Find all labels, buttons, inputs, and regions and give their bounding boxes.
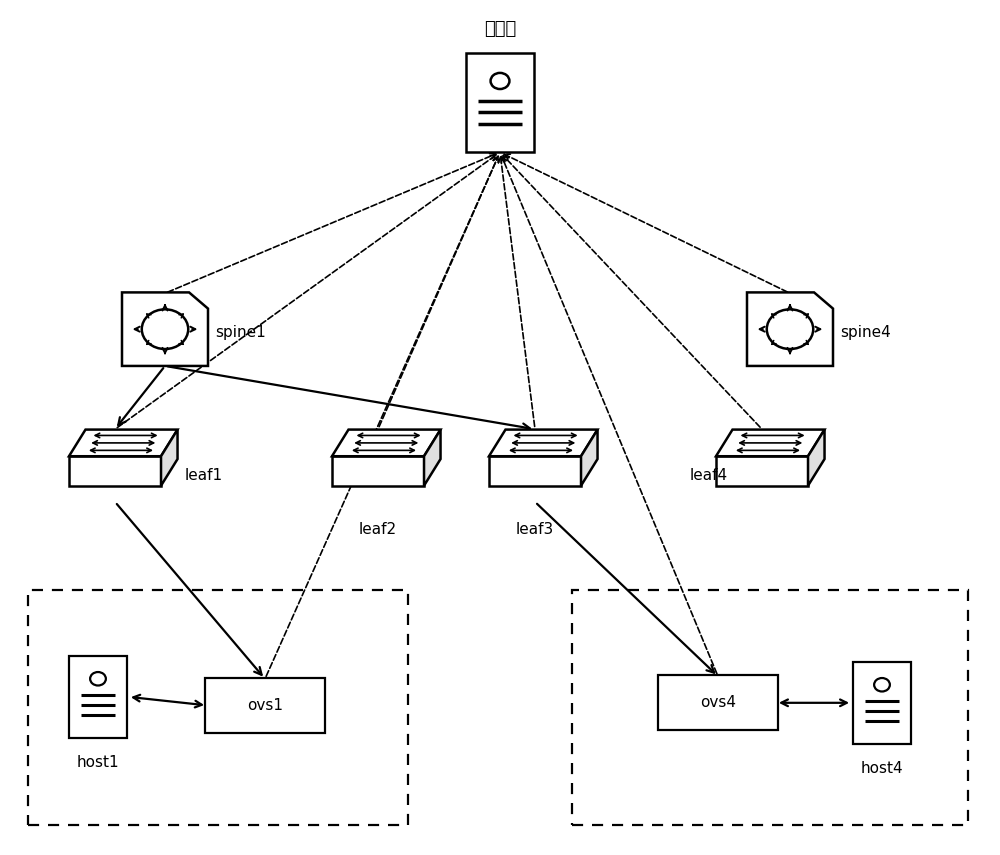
Bar xyxy=(69,457,161,486)
Text: leaf2: leaf2 xyxy=(359,522,397,537)
Bar xyxy=(69,656,127,738)
Bar xyxy=(716,457,808,486)
Bar xyxy=(466,53,534,152)
Polygon shape xyxy=(161,429,178,486)
Bar xyxy=(489,457,581,486)
Polygon shape xyxy=(69,429,178,457)
Text: host1: host1 xyxy=(77,755,119,770)
Polygon shape xyxy=(716,429,825,457)
Polygon shape xyxy=(581,429,598,486)
Bar xyxy=(572,590,968,825)
Bar xyxy=(205,678,325,733)
Text: leaf4: leaf4 xyxy=(690,468,728,483)
Text: spine1: spine1 xyxy=(215,325,266,340)
Text: ovs1: ovs1 xyxy=(247,698,283,713)
Polygon shape xyxy=(747,292,833,366)
Text: ovs4: ovs4 xyxy=(700,695,736,711)
Polygon shape xyxy=(489,429,598,457)
Bar xyxy=(332,457,424,486)
Polygon shape xyxy=(424,429,441,486)
Bar xyxy=(853,662,911,744)
Text: leaf3: leaf3 xyxy=(516,522,554,537)
Text: spine4: spine4 xyxy=(840,325,891,340)
Bar xyxy=(28,590,408,825)
Text: host4: host4 xyxy=(861,761,903,776)
Bar xyxy=(658,675,778,730)
Polygon shape xyxy=(332,429,441,457)
Text: 控制器: 控制器 xyxy=(484,20,516,38)
Text: leaf1: leaf1 xyxy=(185,468,223,483)
Polygon shape xyxy=(808,429,825,486)
Polygon shape xyxy=(122,292,208,366)
